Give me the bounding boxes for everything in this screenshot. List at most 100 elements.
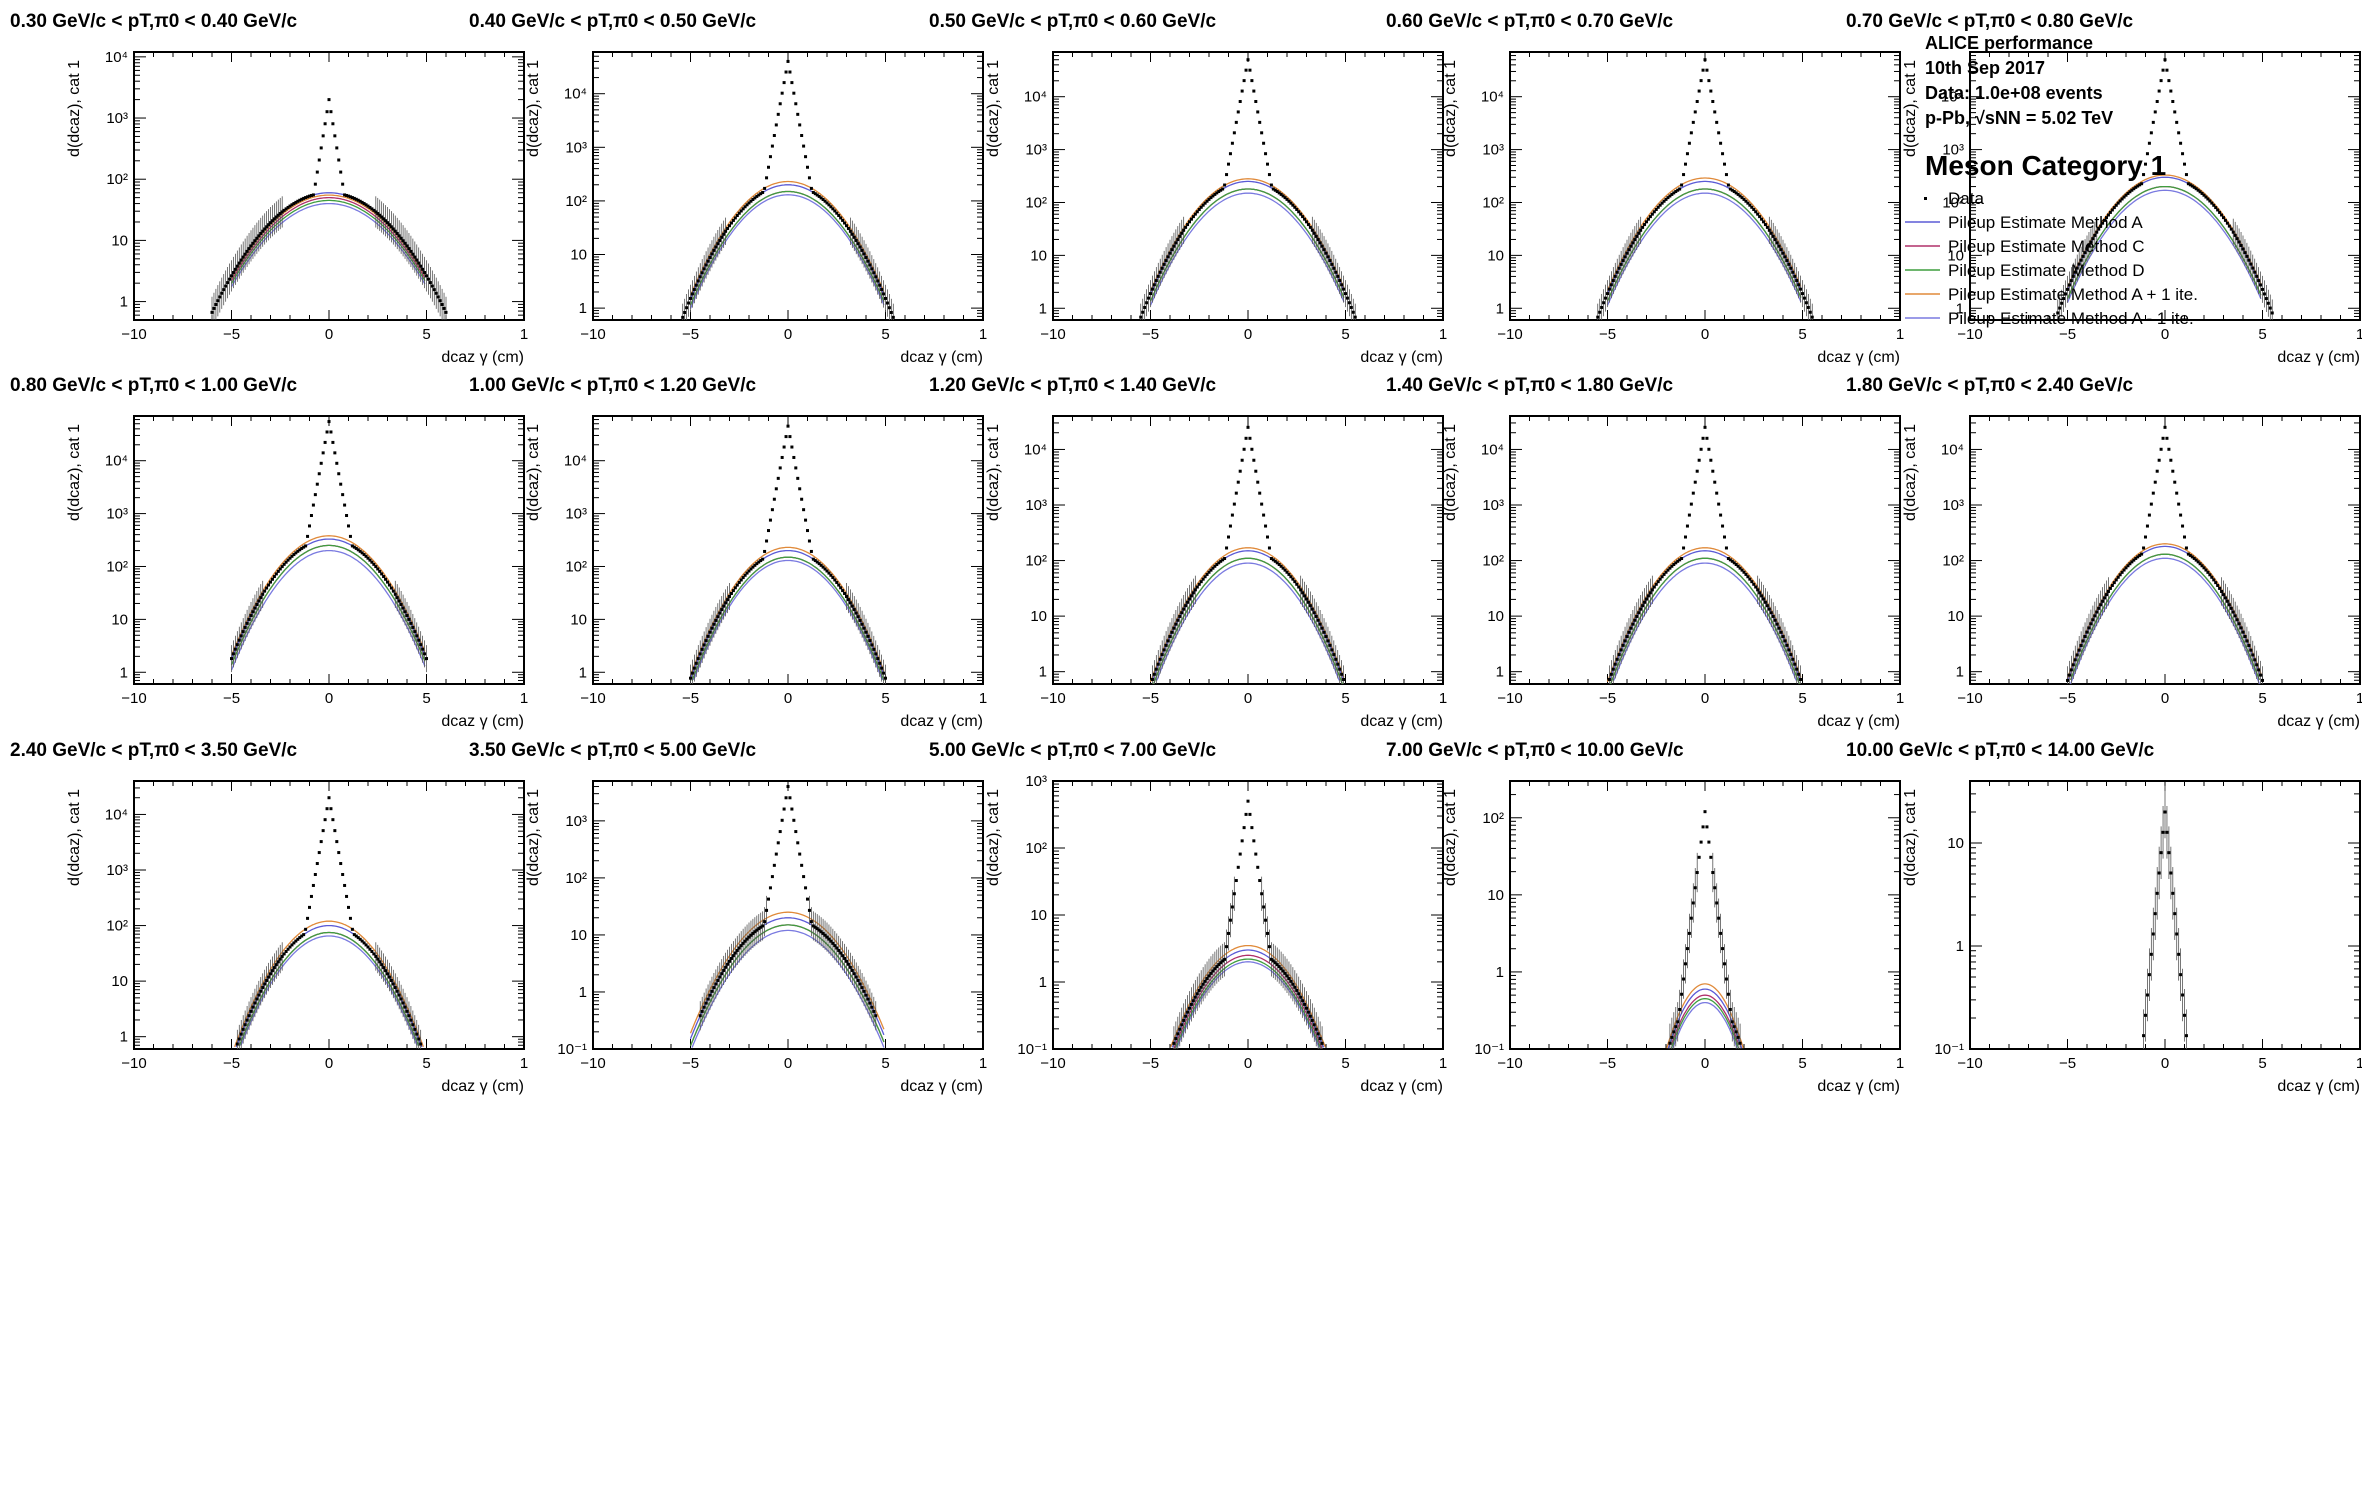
data-point — [331, 818, 335, 822]
data-point — [263, 982, 267, 986]
data-point — [1611, 667, 1615, 671]
data-point — [768, 886, 772, 890]
data-point — [1777, 244, 1781, 248]
data-point — [2161, 68, 2165, 72]
y-axis-label: d(dcaz), cat 1 — [525, 789, 542, 886]
data-point — [417, 638, 421, 642]
data-point — [1771, 234, 1775, 238]
data-point — [1637, 611, 1641, 615]
x-axis-label: dcaz γ (cm) — [441, 1078, 524, 1095]
data-point — [2153, 480, 2157, 484]
data-point — [306, 534, 310, 538]
data-point — [792, 818, 796, 822]
x-axis-label: dcaz γ (cm) — [1360, 713, 1443, 730]
data-point — [372, 562, 376, 566]
data-point — [1668, 194, 1672, 198]
data-point — [2081, 639, 2085, 643]
x-tick-label: 5 — [2258, 326, 2266, 343]
data-point — [333, 829, 337, 833]
data-point — [1217, 561, 1221, 565]
data-point — [2136, 555, 2140, 559]
data-point — [2229, 606, 2233, 610]
data-point — [716, 978, 720, 982]
data-point — [839, 951, 843, 955]
data-point — [1797, 283, 1801, 287]
data-point — [2097, 227, 2101, 231]
data-point — [360, 551, 364, 555]
data-point — [864, 630, 868, 634]
x-tick-label: −5 — [682, 1055, 699, 1072]
data-point — [368, 205, 372, 209]
data-point — [2138, 183, 2142, 187]
data-point — [384, 219, 388, 223]
data-point — [282, 208, 286, 212]
x-tick-label: −5 — [223, 326, 240, 343]
data-point — [835, 946, 839, 950]
data-point — [1724, 977, 1728, 981]
data-point — [823, 199, 827, 203]
data-point — [1180, 1023, 1184, 1027]
data-point — [1734, 563, 1738, 567]
data-point — [1351, 310, 1355, 314]
data-point — [354, 197, 358, 201]
data-point — [729, 591, 733, 595]
data-point — [2184, 1034, 2188, 1038]
data-point — [817, 562, 821, 566]
data-point — [1236, 480, 1240, 484]
y-tick-label: 10² — [565, 558, 587, 575]
data-point — [2130, 560, 2134, 564]
panel-title: 1.80 GeV/c < pT,π0 < 2.40 GeV/c — [1846, 375, 2133, 396]
data-point — [403, 241, 407, 245]
data-point — [2241, 247, 2245, 251]
plot-frame — [1509, 51, 1901, 321]
data-point — [1168, 251, 1172, 255]
data-point — [1170, 248, 1174, 252]
data-point — [378, 960, 382, 964]
data-point — [1180, 231, 1184, 235]
data-point — [1252, 89, 1256, 93]
data-point — [1297, 992, 1301, 996]
data-point — [2225, 599, 2229, 603]
data-point — [722, 968, 726, 972]
data-point — [854, 238, 858, 242]
data-point — [1670, 564, 1674, 568]
data-point — [280, 210, 284, 214]
data-point — [313, 182, 317, 186]
data-point — [761, 190, 765, 194]
data-point — [235, 1042, 239, 1046]
data-point — [239, 634, 243, 638]
data-point — [1221, 959, 1225, 963]
data-point — [1643, 223, 1647, 227]
data-point — [1684, 162, 1687, 166]
panel-14: 7.00 GeV/c < pT,π0 < 10.00 GeV/c−10 −5 0 5 1… — [1386, 740, 1904, 1095]
data-point — [308, 905, 311, 909]
data-point — [1277, 965, 1281, 969]
data-point — [421, 267, 425, 271]
data-point — [1318, 622, 1322, 626]
data-point — [1182, 1018, 1186, 1022]
data-point — [1724, 173, 1728, 177]
data-point — [2253, 658, 2257, 662]
data-point — [1211, 194, 1215, 198]
data-point — [714, 618, 718, 622]
data-point — [302, 545, 306, 549]
data-point — [352, 196, 356, 200]
data-point — [1783, 639, 1787, 643]
data-point — [2126, 564, 2130, 568]
y-tick-label: 1 — [1496, 300, 1504, 317]
data-point — [1740, 568, 1744, 572]
x-axis-label: dcaz γ (cm) — [1817, 1078, 1900, 1095]
y-tick-label: 10⁴ — [1941, 441, 1964, 458]
data-point — [2177, 131, 2181, 135]
data-point — [1301, 591, 1305, 595]
data-point — [796, 112, 800, 116]
data-point — [360, 939, 364, 943]
data-point — [1182, 228, 1186, 232]
data-point — [282, 952, 286, 956]
data-point — [1676, 188, 1680, 192]
data-point — [2184, 173, 2188, 177]
data-point — [335, 840, 339, 844]
data-point — [1228, 918, 1232, 922]
data-point — [731, 218, 735, 222]
x-tick-label: −10 — [121, 1055, 146, 1072]
